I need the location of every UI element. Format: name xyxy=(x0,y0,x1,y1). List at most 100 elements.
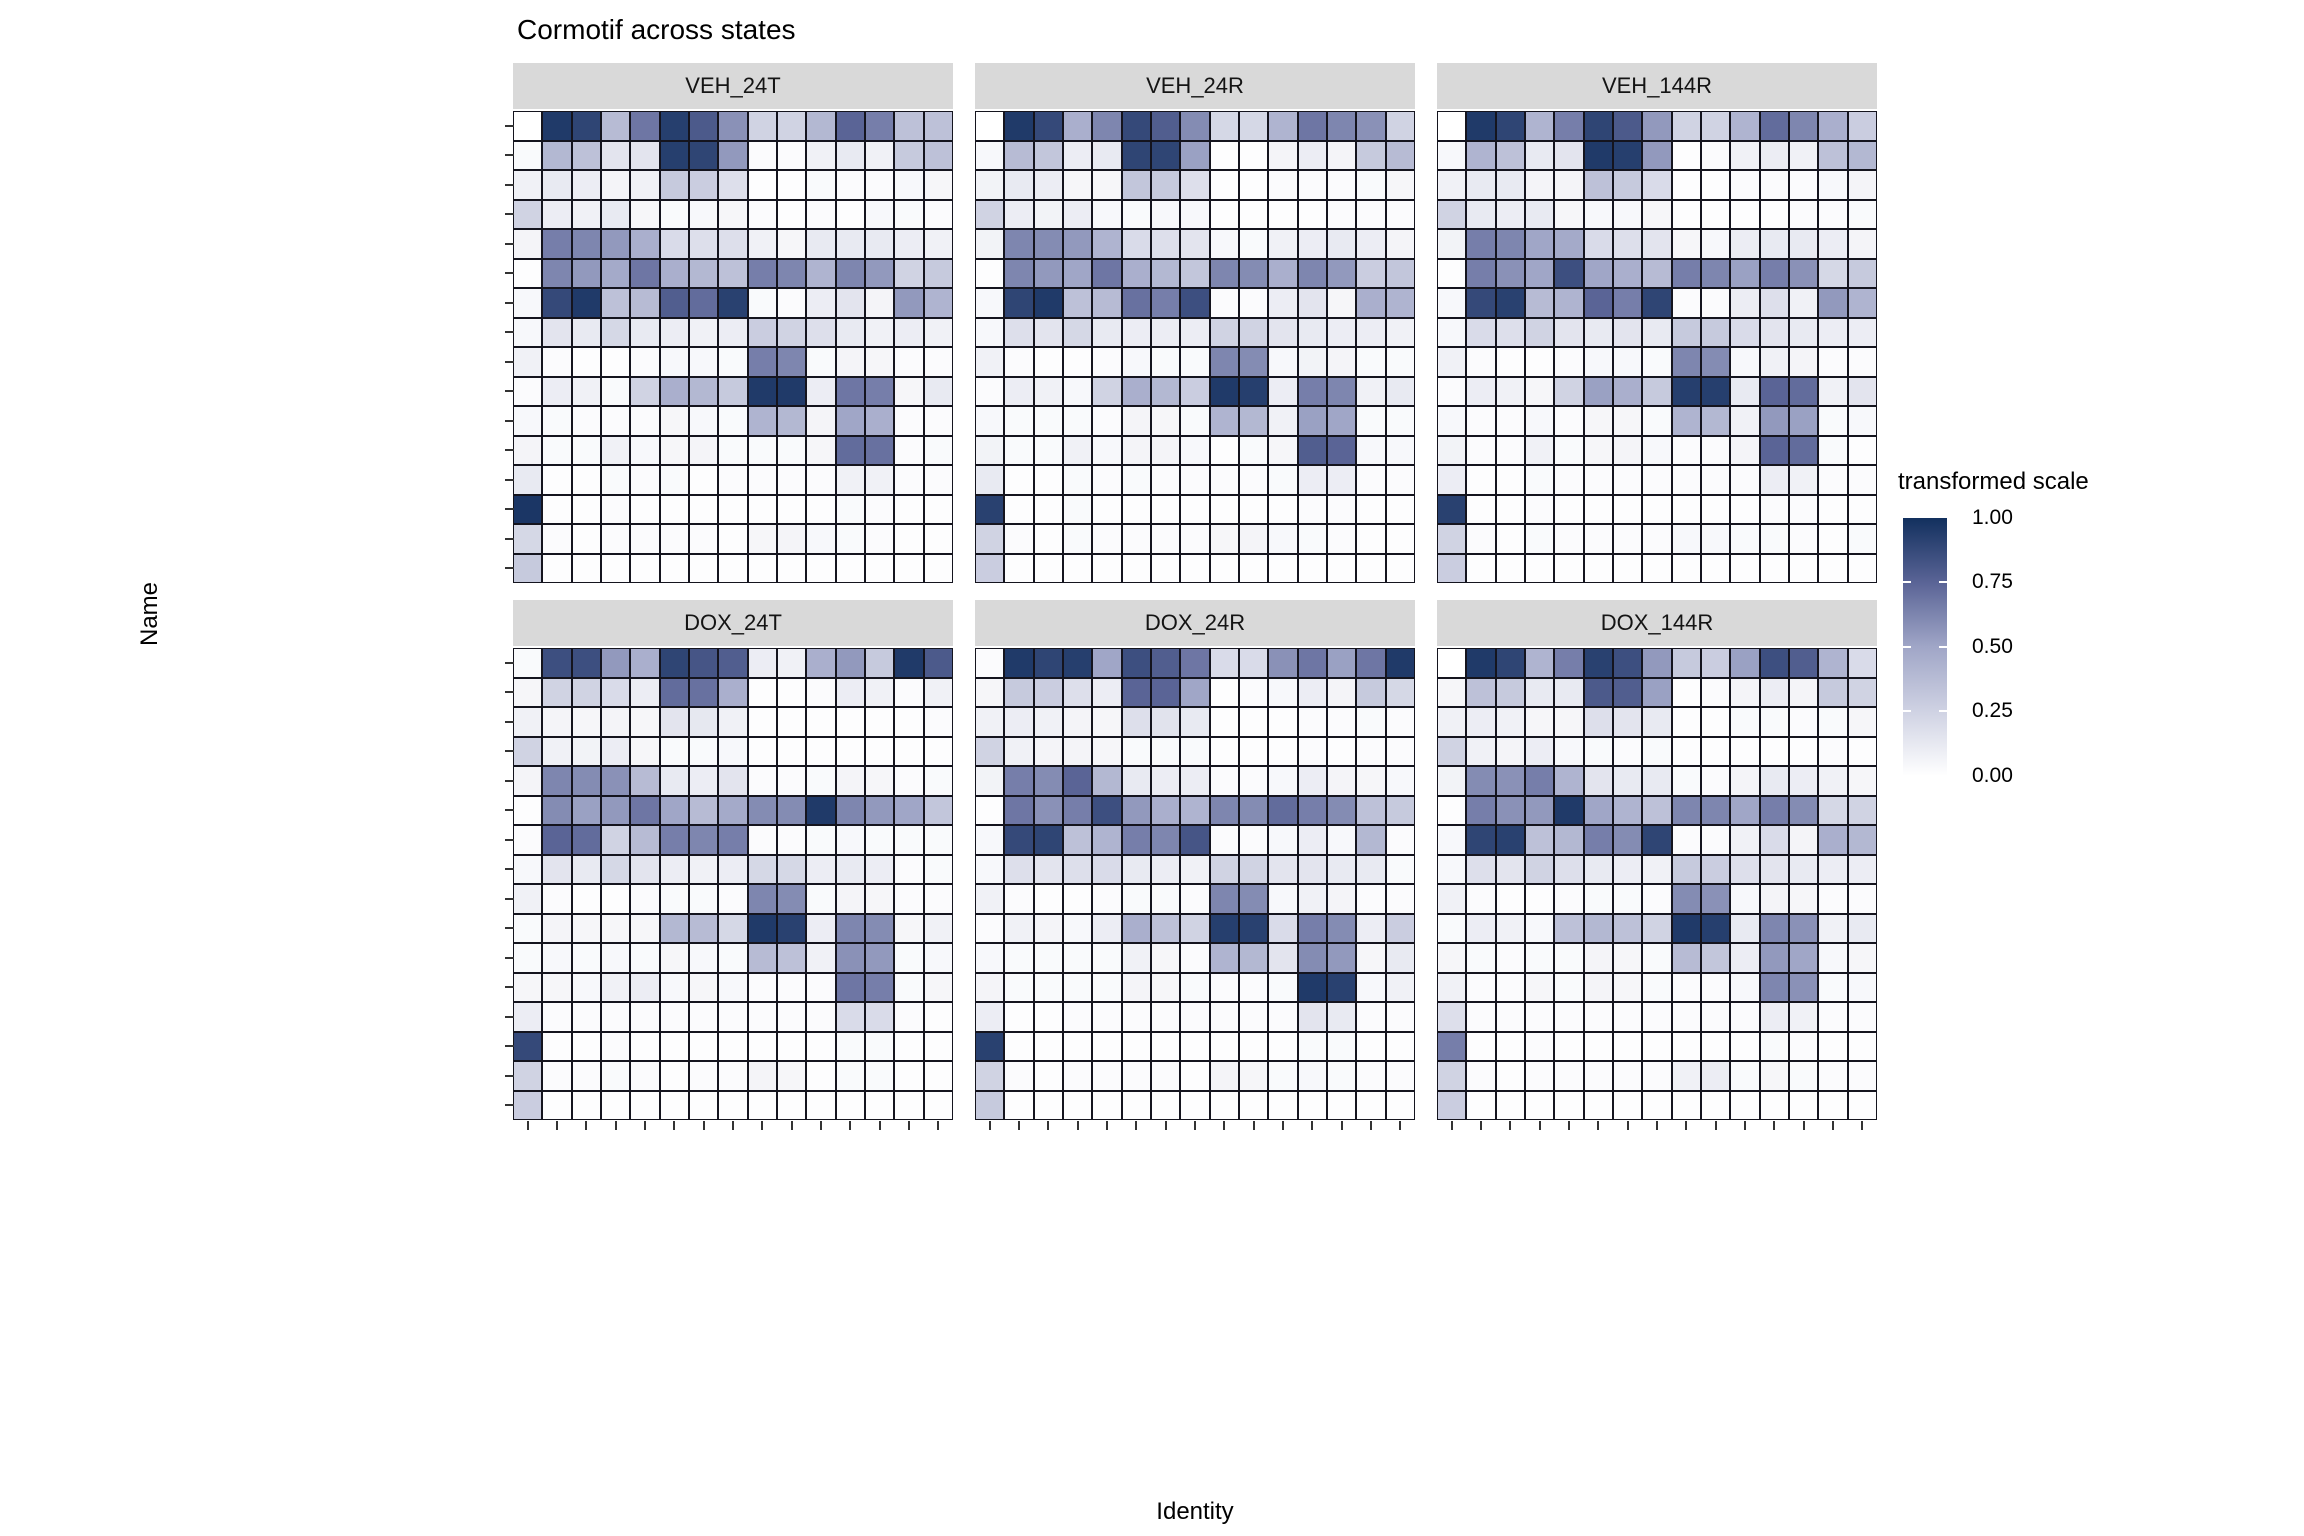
heatmap-cell xyxy=(1554,677,1584,707)
heatmap-cell xyxy=(689,140,719,170)
heatmap-cell xyxy=(718,258,748,288)
heatmap-cell xyxy=(1671,707,1701,737)
heatmap-cell xyxy=(1466,884,1496,914)
heatmap-cell xyxy=(806,140,836,170)
heatmap-cell xyxy=(1437,972,1467,1002)
heatmap-cell xyxy=(1525,317,1555,347)
heatmap-cell xyxy=(630,553,660,583)
heatmap-cell xyxy=(601,972,631,1002)
heatmap-cell xyxy=(1642,943,1672,973)
heatmap-cell xyxy=(689,524,719,554)
heatmap-cell xyxy=(1121,494,1151,524)
heatmap-cell xyxy=(1642,111,1672,141)
heatmap-cell xyxy=(1437,1031,1467,1061)
heatmap-cell xyxy=(975,766,1005,796)
heatmap-cell xyxy=(1525,854,1555,884)
heatmap-cell xyxy=(1004,229,1034,259)
heatmap-cell xyxy=(630,317,660,347)
heatmap-cell xyxy=(1554,524,1584,554)
y-tick-mark xyxy=(505,331,514,334)
heatmap-cell xyxy=(1583,170,1613,200)
x-tick-mark xyxy=(849,1121,852,1130)
heatmap-cell xyxy=(1642,229,1672,259)
x-tick-mark xyxy=(1106,1121,1108,1130)
heatmap-cell xyxy=(1495,854,1525,884)
heatmap-cell xyxy=(777,648,807,678)
x-tick-mark xyxy=(1685,1121,1688,1130)
heatmap-cell xyxy=(1092,406,1122,436)
heatmap-cell xyxy=(1327,347,1357,377)
heatmap-cell xyxy=(1327,854,1357,884)
heatmap-cell xyxy=(1297,825,1327,855)
heatmap-cell xyxy=(865,825,895,855)
heatmap-cell xyxy=(571,229,601,259)
heatmap-cell xyxy=(1847,854,1877,884)
heatmap-cell xyxy=(513,1090,543,1120)
heatmap-cell xyxy=(923,972,953,1002)
heatmap-cell xyxy=(1495,524,1525,554)
heatmap-cell xyxy=(689,1090,719,1120)
heatmap-cell xyxy=(1466,553,1496,583)
heatmap-cell xyxy=(513,111,543,141)
heatmap-cell xyxy=(923,884,953,914)
heatmap-cell xyxy=(865,465,895,495)
heatmap-cell xyxy=(542,494,572,524)
legend-title: transformed scale xyxy=(1898,468,2089,495)
heatmap-cell xyxy=(1583,972,1613,1002)
heatmap-cell xyxy=(1209,825,1239,855)
heatmap-cell xyxy=(894,376,924,406)
heatmap-cell xyxy=(1495,347,1525,377)
heatmap-cell xyxy=(630,825,660,855)
heatmap-cell xyxy=(806,553,836,583)
heatmap-cell xyxy=(806,288,836,318)
heatmap-cell xyxy=(975,258,1005,288)
heatmap-cell xyxy=(630,288,660,318)
heatmap-cell xyxy=(1151,288,1181,318)
heatmap-cell xyxy=(513,288,543,318)
heatmap-cell xyxy=(1092,553,1122,583)
heatmap-cell xyxy=(1525,913,1555,943)
heatmap-cell xyxy=(601,317,631,347)
heatmap-cell xyxy=(1268,884,1298,914)
heatmap-cell xyxy=(806,766,836,796)
x-tick-mark xyxy=(1509,1121,1512,1130)
heatmap-cell xyxy=(1818,406,1848,436)
heatmap-cell xyxy=(1789,648,1819,678)
heatmap-cell xyxy=(975,1090,1005,1120)
heatmap-cell xyxy=(1239,199,1269,229)
heatmap-cell xyxy=(923,288,953,318)
heatmap-cell xyxy=(1180,140,1210,170)
y-tick-mark xyxy=(505,183,514,186)
heatmap-cell xyxy=(1525,170,1555,200)
heatmap-cell xyxy=(1121,648,1151,678)
heatmap-cell xyxy=(571,854,601,884)
heatmap-cell xyxy=(1356,317,1386,347)
heatmap-cell xyxy=(718,884,748,914)
heatmap-cell xyxy=(1121,376,1151,406)
heatmap-cell xyxy=(894,1031,924,1061)
heatmap-cell xyxy=(1642,494,1672,524)
heatmap-cell xyxy=(1297,140,1327,170)
heatmap-cell xyxy=(1151,258,1181,288)
heatmap-cell xyxy=(1385,1090,1415,1120)
heatmap-cell xyxy=(1121,465,1151,495)
heatmap-cell xyxy=(1642,465,1672,495)
heatmap-cell xyxy=(718,795,748,825)
heatmap-cell xyxy=(1759,736,1789,766)
heatmap-cell xyxy=(1092,1002,1122,1032)
heatmap-cell xyxy=(601,648,631,678)
heatmap-cell xyxy=(659,229,689,259)
heatmap-cell xyxy=(1525,884,1555,914)
heatmap-cell xyxy=(1701,1002,1731,1032)
heatmap-cell xyxy=(806,465,836,495)
heatmap-cell xyxy=(777,1090,807,1120)
heatmap-cell xyxy=(1730,825,1760,855)
heatmap-cell xyxy=(1033,317,1063,347)
heatmap-cell xyxy=(1789,111,1819,141)
heatmap-cell xyxy=(630,435,660,465)
heatmap-cell xyxy=(1583,111,1613,141)
heatmap-cell xyxy=(718,1090,748,1120)
heatmap-cell xyxy=(689,1061,719,1091)
heatmap-cell xyxy=(894,943,924,973)
heatmap-cell xyxy=(1466,1090,1496,1120)
